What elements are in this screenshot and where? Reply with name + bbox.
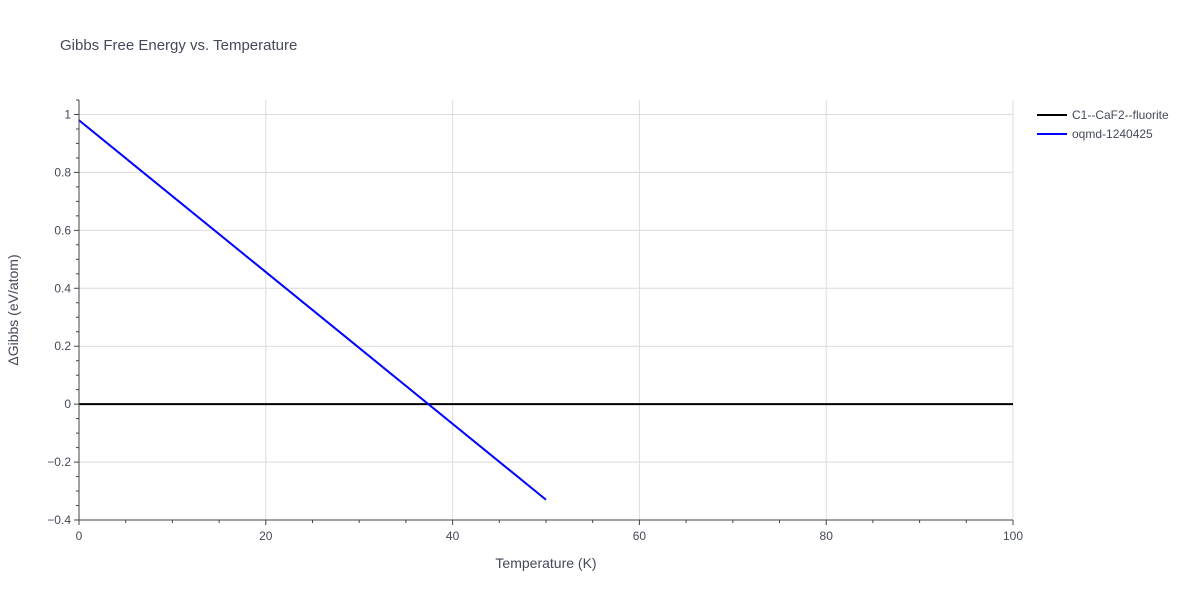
legend-label: oqmd-1240425: [1072, 127, 1153, 141]
y-tick-label: −0.2: [47, 455, 71, 469]
x-tick-label: 20: [259, 529, 273, 543]
chart-title: Gibbs Free Energy vs. Temperature: [60, 37, 297, 54]
x-tick-label: 40: [446, 529, 460, 543]
legend[interactable]: C1--CaF2--fluorite oqmd-1240425: [1037, 108, 1169, 141]
series-line-oqmd-1240425: [78, 119, 547, 501]
x-axis-title: Temperature (K): [495, 555, 596, 571]
y-tick-label: 0.4: [54, 281, 71, 295]
y-tick-label: −0.4: [47, 513, 71, 527]
x-tick-label: 100: [1003, 529, 1023, 543]
grid: [79, 100, 1014, 520]
y-tick-label: 1: [64, 107, 71, 121]
y-tick-label: 0.6: [54, 223, 71, 237]
x-tick-label: 80: [820, 529, 834, 543]
x-tick-label: 60: [633, 529, 647, 543]
x-tick-label: 0: [76, 529, 83, 543]
y-tick-label: 0.2: [54, 339, 71, 353]
y-tick-label: 0: [64, 397, 71, 411]
series-layer: [78, 119, 1013, 501]
legend-label: C1--CaF2--fluorite: [1072, 108, 1169, 122]
y-axis-title: ΔGibbs (eV/atom): [5, 254, 21, 365]
axes: 0 20 40 60 80 100 −0.4 −0.2 0 0.2 0.4 0.6 0.8 1: [47, 99, 1023, 543]
y-tick-label: 0.8: [54, 165, 71, 179]
